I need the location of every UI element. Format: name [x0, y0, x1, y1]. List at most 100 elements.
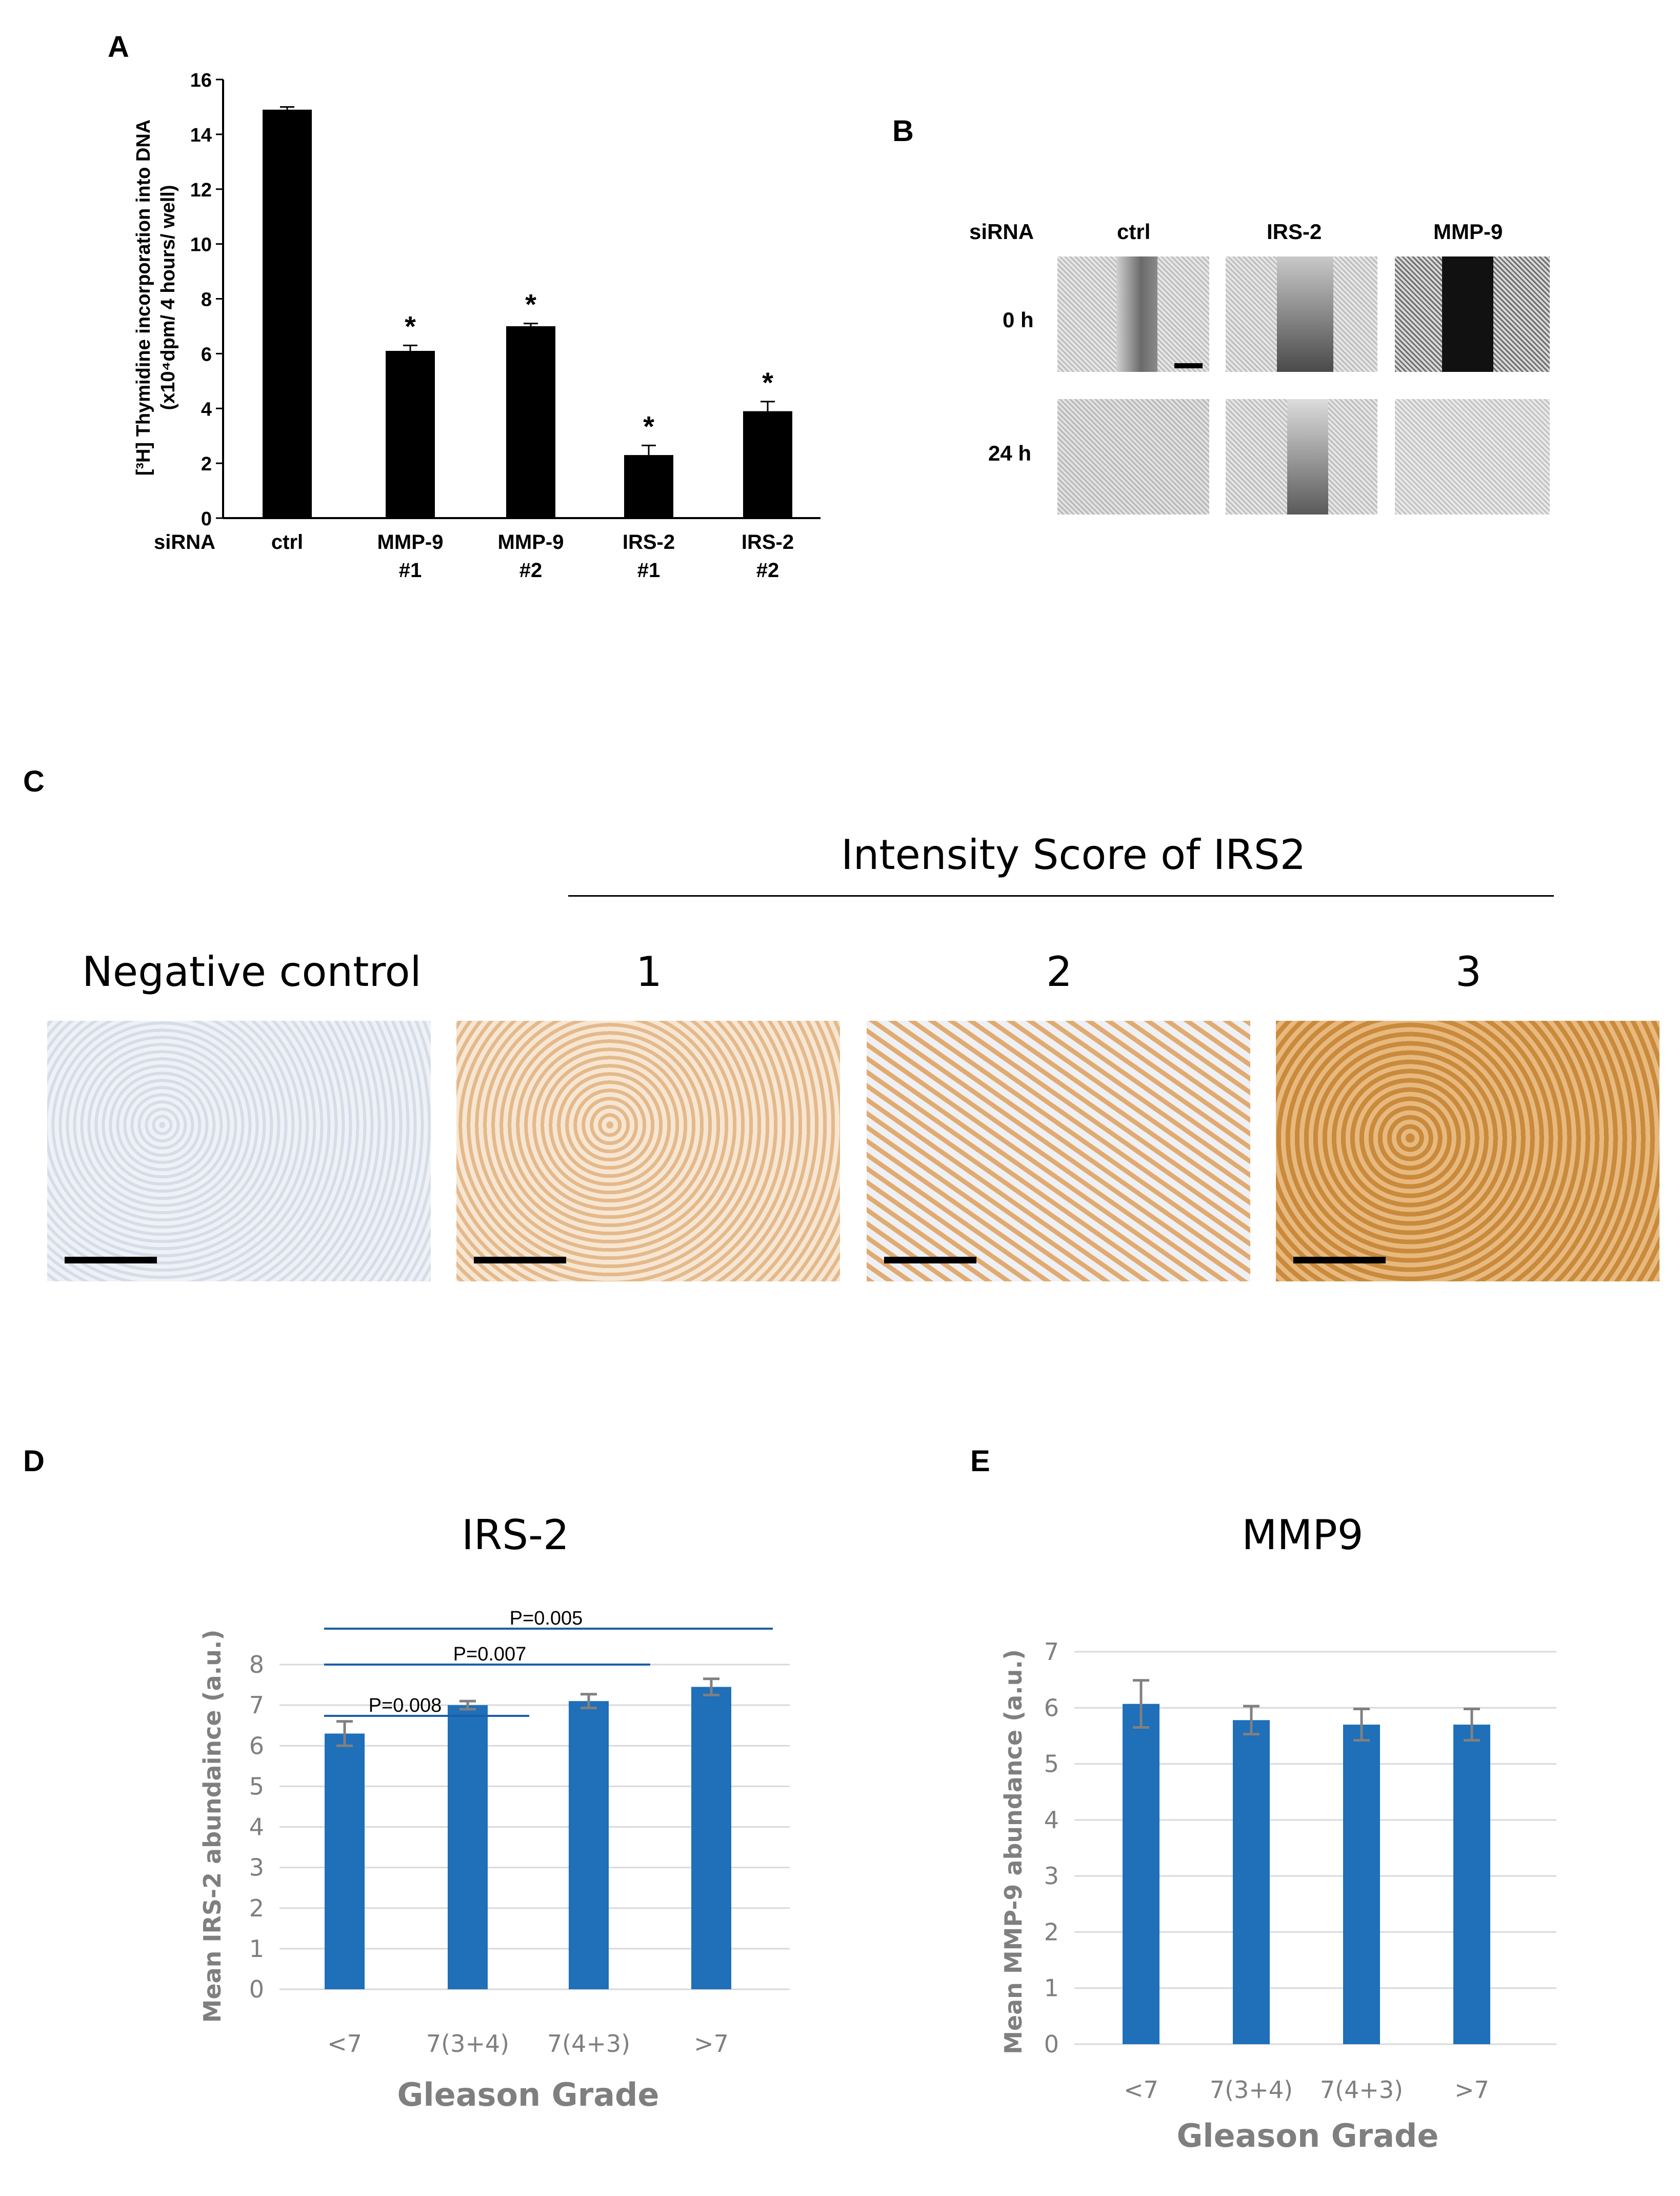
ihc-image-negative	[47, 1021, 431, 1281]
significance-label: P=0.007	[453, 1644, 527, 1665]
ihc-image-score-3	[1276, 1021, 1659, 1281]
y-tick-label: 8	[249, 1651, 264, 1678]
significance-star: *	[762, 366, 773, 399]
y-tick-label: 2	[249, 1894, 264, 1922]
bar	[624, 455, 673, 518]
y-tick-label: 2	[201, 453, 212, 475]
x-tick-label: >7	[694, 2030, 729, 2057]
x-tick-label: #2	[756, 559, 779, 582]
x-tick-label: #1	[399, 559, 422, 582]
panel-c-header-rule	[568, 895, 1554, 897]
x-axis-label: Gleason Grade	[1177, 2117, 1439, 2154]
chart-title: MMP9	[1242, 1511, 1363, 1559]
bar	[1453, 1725, 1490, 2044]
y-tick-label: 0	[1044, 2030, 1059, 2058]
y-tick-label: 4	[249, 1813, 264, 1841]
y-axis-label-units: (x10⁴dpm/ 4 hours/ well)	[157, 185, 179, 410]
y-tick-label: 6	[201, 344, 212, 365]
x-tick-label: 7(3+4)	[1210, 2076, 1293, 2104]
bar	[569, 1701, 609, 1989]
x-tick-label: >7	[1454, 2076, 1489, 2104]
scratch-image-irs2-24h	[1226, 399, 1377, 515]
y-tick-label: 14	[190, 125, 212, 146]
scratch-image-irs2-0h	[1226, 256, 1377, 372]
y-tick-label: 1	[249, 1935, 264, 1963]
significance-label: P=0.005	[510, 1608, 583, 1629]
significance-label: P=0.008	[369, 1695, 442, 1716]
panel-b-sirna-label: siRNA	[969, 220, 1034, 244]
ihc-image-score-1	[456, 1021, 840, 1281]
y-axis-label: Mean IRS-2 abundaince (a.u.)	[198, 1630, 226, 2023]
panel-letter-d: D	[23, 1445, 45, 1478]
y-tick-label: 6	[249, 1732, 264, 1759]
x-tick-label: <7	[1124, 2076, 1158, 2104]
bar	[448, 1705, 488, 1989]
bar	[1123, 1704, 1159, 2044]
panel-b-row-0h: 0 h	[1003, 308, 1034, 332]
scale-bar	[1293, 1257, 1386, 1263]
x-tick-label: 7(3+4)	[426, 2030, 509, 2057]
ihc-image-score-2	[867, 1021, 1250, 1281]
x-tick-label: IRS-2	[742, 531, 794, 553]
x-row-label: siRNA	[154, 531, 215, 553]
y-axis-label: [³H] Thymidine incorporation into DNA	[133, 120, 154, 476]
panel-letter-b: B	[892, 114, 914, 148]
y-tick-label: 5	[1044, 1750, 1059, 1778]
x-tick-label: IRS-2	[623, 531, 675, 553]
bar	[506, 326, 555, 518]
chart-title: IRS-2	[462, 1511, 569, 1559]
scale-bar	[884, 1257, 976, 1263]
bar	[743, 411, 792, 518]
scale-bar	[65, 1257, 157, 1263]
bar	[263, 109, 312, 518]
panel-letter-a: A	[108, 30, 129, 64]
panel-c-label-2: 2	[1046, 948, 1072, 996]
y-tick-label: 7	[249, 1691, 264, 1719]
y-tick-label: 0	[249, 1975, 264, 2003]
y-tick-label: 1	[1044, 1974, 1059, 2002]
scale-bar	[1174, 363, 1203, 368]
scratch-image-mmp9-24h	[1395, 399, 1550, 515]
y-tick-label: 12	[190, 180, 212, 201]
y-tick-label: 7	[1044, 1638, 1059, 1666]
bar	[386, 351, 435, 518]
x-tick-label: 7(4+3)	[547, 2030, 630, 2057]
significance-star: *	[405, 310, 416, 342]
x-tick-label: 7(4+3)	[1320, 2076, 1403, 2104]
y-tick-label: 3	[249, 1854, 264, 1882]
y-tick-label: 3	[1044, 1862, 1059, 1890]
x-tick-label: MMP-9	[377, 531, 444, 553]
x-tick-label: #1	[637, 559, 661, 582]
y-tick-label: 6	[1044, 1694, 1059, 1722]
panel-b-row-24h: 24 h	[988, 441, 1032, 465]
x-tick-label: ctrl	[271, 531, 303, 553]
significance-star: *	[643, 410, 654, 442]
panel-c-label-1: 1	[636, 948, 662, 996]
x-tick-label: MMP-9	[498, 531, 564, 553]
scale-bar	[474, 1257, 566, 1263]
y-tick-label: 4	[1044, 1806, 1059, 1834]
bar	[1343, 1725, 1380, 2044]
y-tick-label: 5	[249, 1772, 264, 1800]
y-tick-label: 0	[201, 508, 212, 530]
significance-star: *	[525, 288, 536, 321]
y-tick-label: 2	[1044, 1918, 1059, 1946]
panel-letter-e: E	[970, 1445, 990, 1478]
bar	[1233, 1720, 1270, 2044]
x-axis-label: Gleason Grade	[397, 2076, 659, 2113]
scratch-image-ctrl-0h	[1057, 256, 1209, 372]
bar	[691, 1687, 731, 1989]
y-tick-label: 8	[201, 289, 212, 311]
panel-b-col-ctrl: ctrl	[1117, 220, 1151, 244]
y-axis-label: Mean MMP-9 abundance (a.u.)	[999, 1649, 1027, 2054]
panel-c-label-3: 3	[1455, 948, 1482, 996]
scratch-image-ctrl-24h	[1057, 399, 1209, 515]
panel-c-label-negative: Negative control	[82, 948, 422, 996]
scratch-image-mmp9-0h	[1395, 256, 1550, 372]
panel-b-col-mmp9: MMP-9	[1433, 220, 1503, 244]
panel-c-header: Intensity Score of IRS2	[841, 831, 1306, 879]
bar	[325, 1733, 365, 1989]
y-tick-label: 16	[190, 70, 212, 91]
panel-b-col-irs2: IRS-2	[1267, 220, 1322, 244]
y-tick-label: 4	[201, 399, 212, 420]
